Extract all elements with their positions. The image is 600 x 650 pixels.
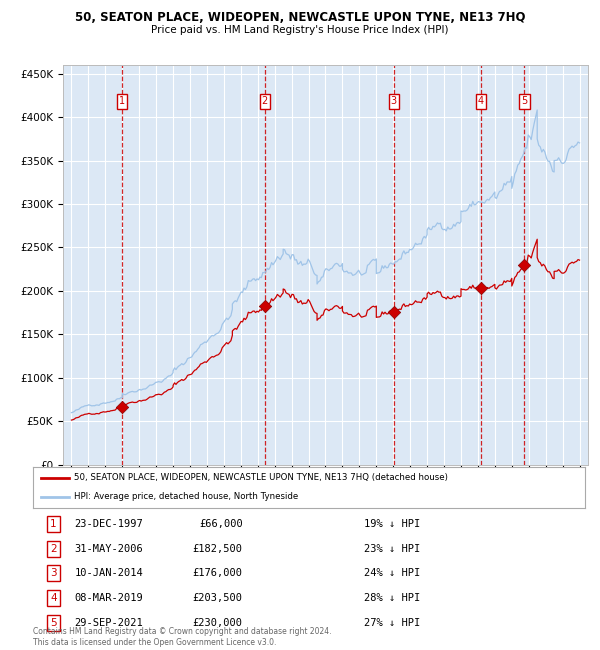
Point	[520, 260, 529, 270]
Text: 24% ↓ HPI: 24% ↓ HPI	[364, 568, 421, 578]
Text: 3: 3	[50, 568, 57, 578]
Text: Price paid vs. HM Land Registry's House Price Index (HPI): Price paid vs. HM Land Registry's House …	[151, 25, 449, 34]
Text: 27% ↓ HPI: 27% ↓ HPI	[364, 618, 421, 628]
Text: 4: 4	[478, 96, 484, 107]
Text: 1: 1	[119, 96, 125, 107]
Text: 2: 2	[50, 543, 57, 554]
Point	[389, 307, 398, 317]
Text: £176,000: £176,000	[193, 568, 243, 578]
Text: 3: 3	[391, 96, 397, 107]
Text: 10-JAN-2014: 10-JAN-2014	[74, 568, 143, 578]
Point	[476, 283, 486, 293]
Text: 5: 5	[521, 96, 527, 107]
Text: £230,000: £230,000	[193, 618, 243, 628]
Text: £203,500: £203,500	[193, 593, 243, 603]
Text: 23% ↓ HPI: 23% ↓ HPI	[364, 543, 421, 554]
Text: 5: 5	[50, 618, 57, 628]
Text: £66,000: £66,000	[199, 519, 243, 529]
Text: 50, SEATON PLACE, WIDEOPEN, NEWCASTLE UPON TYNE, NE13 7HQ (detached house): 50, SEATON PLACE, WIDEOPEN, NEWCASTLE UP…	[74, 473, 448, 482]
Text: 23-DEC-1997: 23-DEC-1997	[74, 519, 143, 529]
Text: 50, SEATON PLACE, WIDEOPEN, NEWCASTLE UPON TYNE, NE13 7HQ: 50, SEATON PLACE, WIDEOPEN, NEWCASTLE UP…	[75, 11, 525, 24]
Point	[117, 402, 127, 413]
Text: 2: 2	[262, 96, 268, 107]
Text: 1: 1	[50, 519, 57, 529]
Text: 29-SEP-2021: 29-SEP-2021	[74, 618, 143, 628]
Text: £182,500: £182,500	[193, 543, 243, 554]
Text: 28% ↓ HPI: 28% ↓ HPI	[364, 593, 421, 603]
Text: 31-MAY-2006: 31-MAY-2006	[74, 543, 143, 554]
Text: 19% ↓ HPI: 19% ↓ HPI	[364, 519, 421, 529]
Text: HPI: Average price, detached house, North Tyneside: HPI: Average price, detached house, Nort…	[74, 492, 299, 501]
Point	[260, 301, 269, 311]
Text: Contains HM Land Registry data © Crown copyright and database right 2024.
This d: Contains HM Land Registry data © Crown c…	[33, 627, 331, 647]
Text: 08-MAR-2019: 08-MAR-2019	[74, 593, 143, 603]
Text: 4: 4	[50, 593, 57, 603]
